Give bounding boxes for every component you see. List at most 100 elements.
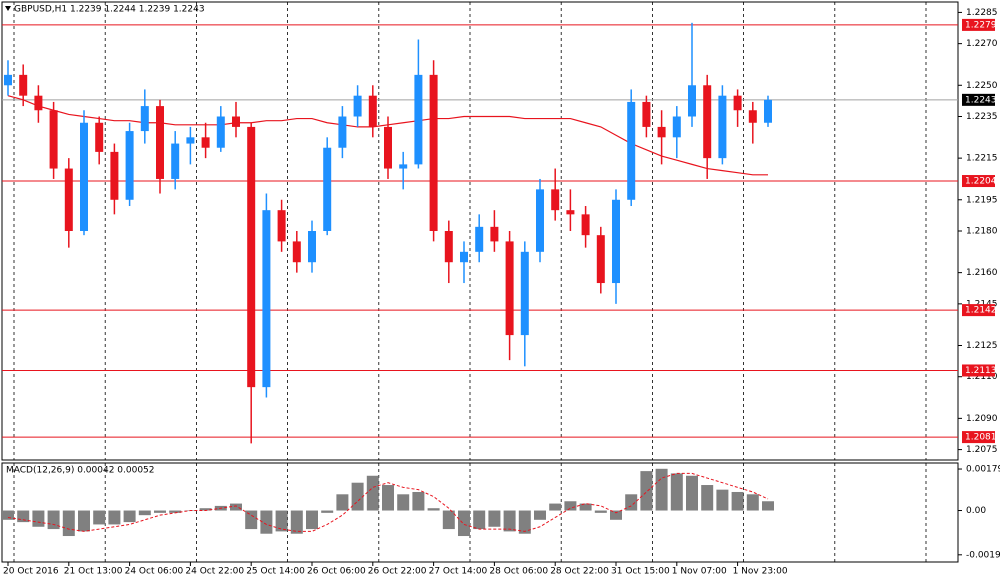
candle-body [596, 235, 605, 284]
menu-icon [5, 6, 11, 11]
macd-bar [321, 510, 334, 513]
level-label: 1.2142 [965, 306, 997, 316]
candle-body [460, 251, 468, 263]
macd-bar [412, 491, 425, 511]
candle-body [292, 241, 301, 263]
y-tick-label: 1.2215 [966, 154, 998, 164]
x-tick-label: 26 Oct 06:00 [307, 567, 366, 577]
macd-bar [93, 510, 106, 525]
macd-bar [382, 485, 394, 511]
candle-body [308, 231, 316, 263]
candle-body [140, 106, 149, 132]
macd-bar [731, 491, 744, 511]
x-tick-label: 27 Oct 14:00 [429, 567, 488, 577]
candle-body [4, 74, 12, 86]
candle-body [64, 168, 73, 231]
y-tick-label: 0.00179 [966, 465, 1000, 475]
macd-bar [518, 510, 531, 534]
macd-bar [762, 501, 774, 511]
candle-body [262, 210, 271, 388]
candle-body [444, 231, 453, 263]
macd-bar [655, 468, 668, 511]
level-tag [962, 175, 995, 188]
candle-body [368, 95, 377, 127]
candle-body [232, 116, 240, 127]
candle-body [581, 214, 590, 236]
x-tick-label: 28 Oct 22:00 [550, 567, 609, 577]
macd-bar [2, 510, 14, 520]
y-tick-label: 1.2285 [966, 8, 998, 18]
y-tick-label: 1.2180 [966, 227, 998, 237]
macd-bar [670, 473, 683, 511]
y-tick-label: 1.2235 [966, 112, 998, 122]
candle-body [19, 74, 28, 96]
x-tick-label: 1 Nov 07:00 [672, 567, 727, 577]
macd-bar [336, 494, 349, 511]
candle-body [718, 95, 727, 159]
macd-bar [534, 510, 546, 520]
level-tag [962, 304, 995, 317]
y-tick-label: 1.2195 [966, 195, 998, 205]
candle-body [612, 199, 620, 284]
macd-bar [260, 510, 273, 534]
candle-body [657, 126, 666, 138]
y-tick-label: 1.2110 [966, 372, 998, 382]
level-label: 1.2081 [965, 433, 997, 443]
candle-body [475, 226, 484, 252]
macd-bar [230, 503, 242, 511]
candle-body [216, 116, 225, 148]
macd-bar [78, 510, 90, 532]
current-price-tag [962, 93, 995, 106]
macd-bar [549, 503, 562, 511]
macd-bar [275, 510, 288, 532]
candle-body [399, 164, 408, 169]
x-tick-label: 28 Oct 06:00 [489, 567, 548, 577]
macd-bar [458, 510, 470, 537]
y-tick-label: 0.00 [966, 506, 986, 516]
macd-bar [503, 510, 516, 532]
current-price-label: 1.2243 [965, 95, 997, 105]
level-label: 1.2204 [965, 177, 997, 187]
x-tick-label: 24 Oct 22:00 [185, 567, 244, 577]
macd-bar [686, 475, 698, 511]
macd-bar [594, 510, 607, 513]
candle-body [414, 74, 423, 165]
level-tag [962, 18, 995, 31]
candle-body [505, 241, 514, 336]
candle-body [733, 95, 742, 111]
candle-body [490, 226, 499, 242]
candle-body [672, 116, 681, 138]
candle-body [171, 143, 180, 179]
macd-bar [17, 510, 30, 523]
macd-bar [245, 510, 258, 530]
macd-bar [123, 510, 136, 523]
candle-body [49, 110, 58, 169]
macd-title: MACD(12,26,9) 0.00042 0.00052 [6, 466, 155, 476]
macd-bar [366, 475, 379, 511]
macd-bar [108, 510, 121, 525]
candle-body [156, 106, 164, 179]
macd-bar [427, 508, 440, 511]
macd-bar [564, 501, 577, 511]
macd-bar [154, 510, 166, 513]
x-tick-label: 24 Oct 06:00 [125, 567, 184, 577]
candle-body [520, 251, 529, 336]
candle-body [34, 95, 43, 111]
macd-bar [625, 494, 638, 511]
level-label: 1.2279 [965, 20, 997, 30]
macd-bar [610, 510, 622, 520]
candle-body [764, 99, 772, 123]
y-tick-label: -0.00191 [966, 550, 1000, 560]
candle-body [748, 110, 757, 123]
candle-body [247, 126, 256, 388]
signal-line [7, 472, 769, 532]
candle-body [95, 122, 104, 152]
x-tick-label: 1 Nov 23:00 [733, 567, 788, 577]
y-tick-label: 1.2125 [966, 341, 998, 351]
macd-bar [701, 485, 714, 511]
candle-body [627, 101, 636, 200]
y-tick-label: 1.2160 [966, 268, 998, 278]
